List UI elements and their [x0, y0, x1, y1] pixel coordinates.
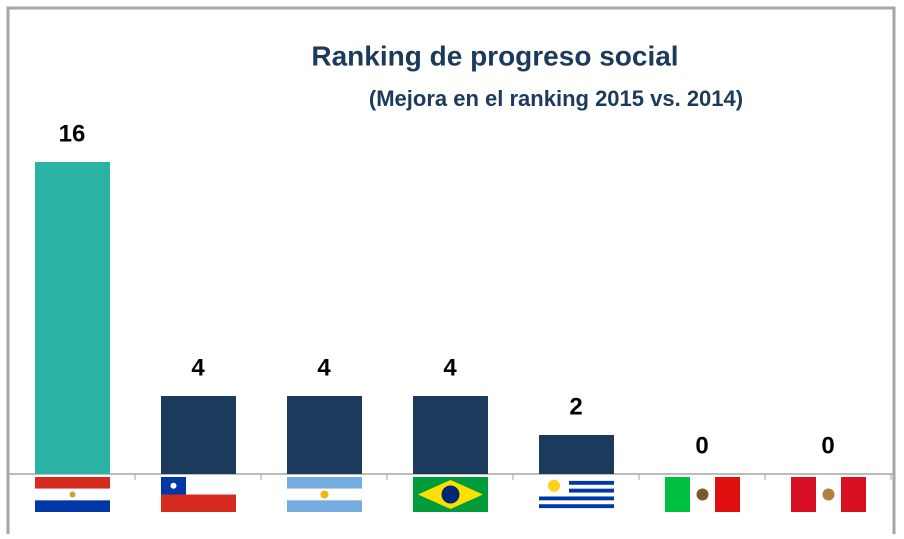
flag-part: [287, 477, 362, 489]
flag-part: [287, 500, 362, 512]
data-label: 16: [59, 120, 86, 147]
flag-part: [539, 496, 614, 501]
flag-part: [841, 477, 866, 512]
flag-part: [791, 477, 816, 512]
flag-part: [539, 480, 614, 485]
data-label: 0: [821, 432, 834, 459]
flag-part: [441, 485, 460, 504]
flag-part: [35, 500, 110, 512]
bar: [287, 396, 362, 474]
bar: [413, 396, 488, 474]
flag-part: [320, 490, 329, 499]
data-label: 0: [695, 432, 708, 459]
bar: [161, 396, 236, 474]
chart-title: Ranking de progreso social: [311, 40, 678, 71]
flag-part: [69, 491, 76, 498]
flag-part: [696, 488, 709, 501]
data-label: 4: [317, 354, 331, 381]
flag-part: [35, 477, 110, 489]
flag-part: [539, 488, 614, 493]
flag-part: [548, 479, 560, 492]
data-label: 4: [191, 354, 205, 381]
data-label: 4: [443, 354, 457, 381]
chart-subtitle: (Mejora en el ranking 2015 vs. 2014): [369, 86, 743, 111]
flag-part: [715, 477, 740, 512]
flags: [35, 477, 866, 512]
flag-part: [539, 504, 614, 509]
flag-part: [665, 477, 690, 512]
flag-part: [161, 494, 236, 512]
flag-part: [822, 488, 835, 501]
frame: [6, 6, 896, 534]
bar: [35, 162, 110, 474]
flag-part: [170, 482, 177, 489]
bar: [539, 435, 614, 474]
data-label: 2: [569, 393, 582, 420]
